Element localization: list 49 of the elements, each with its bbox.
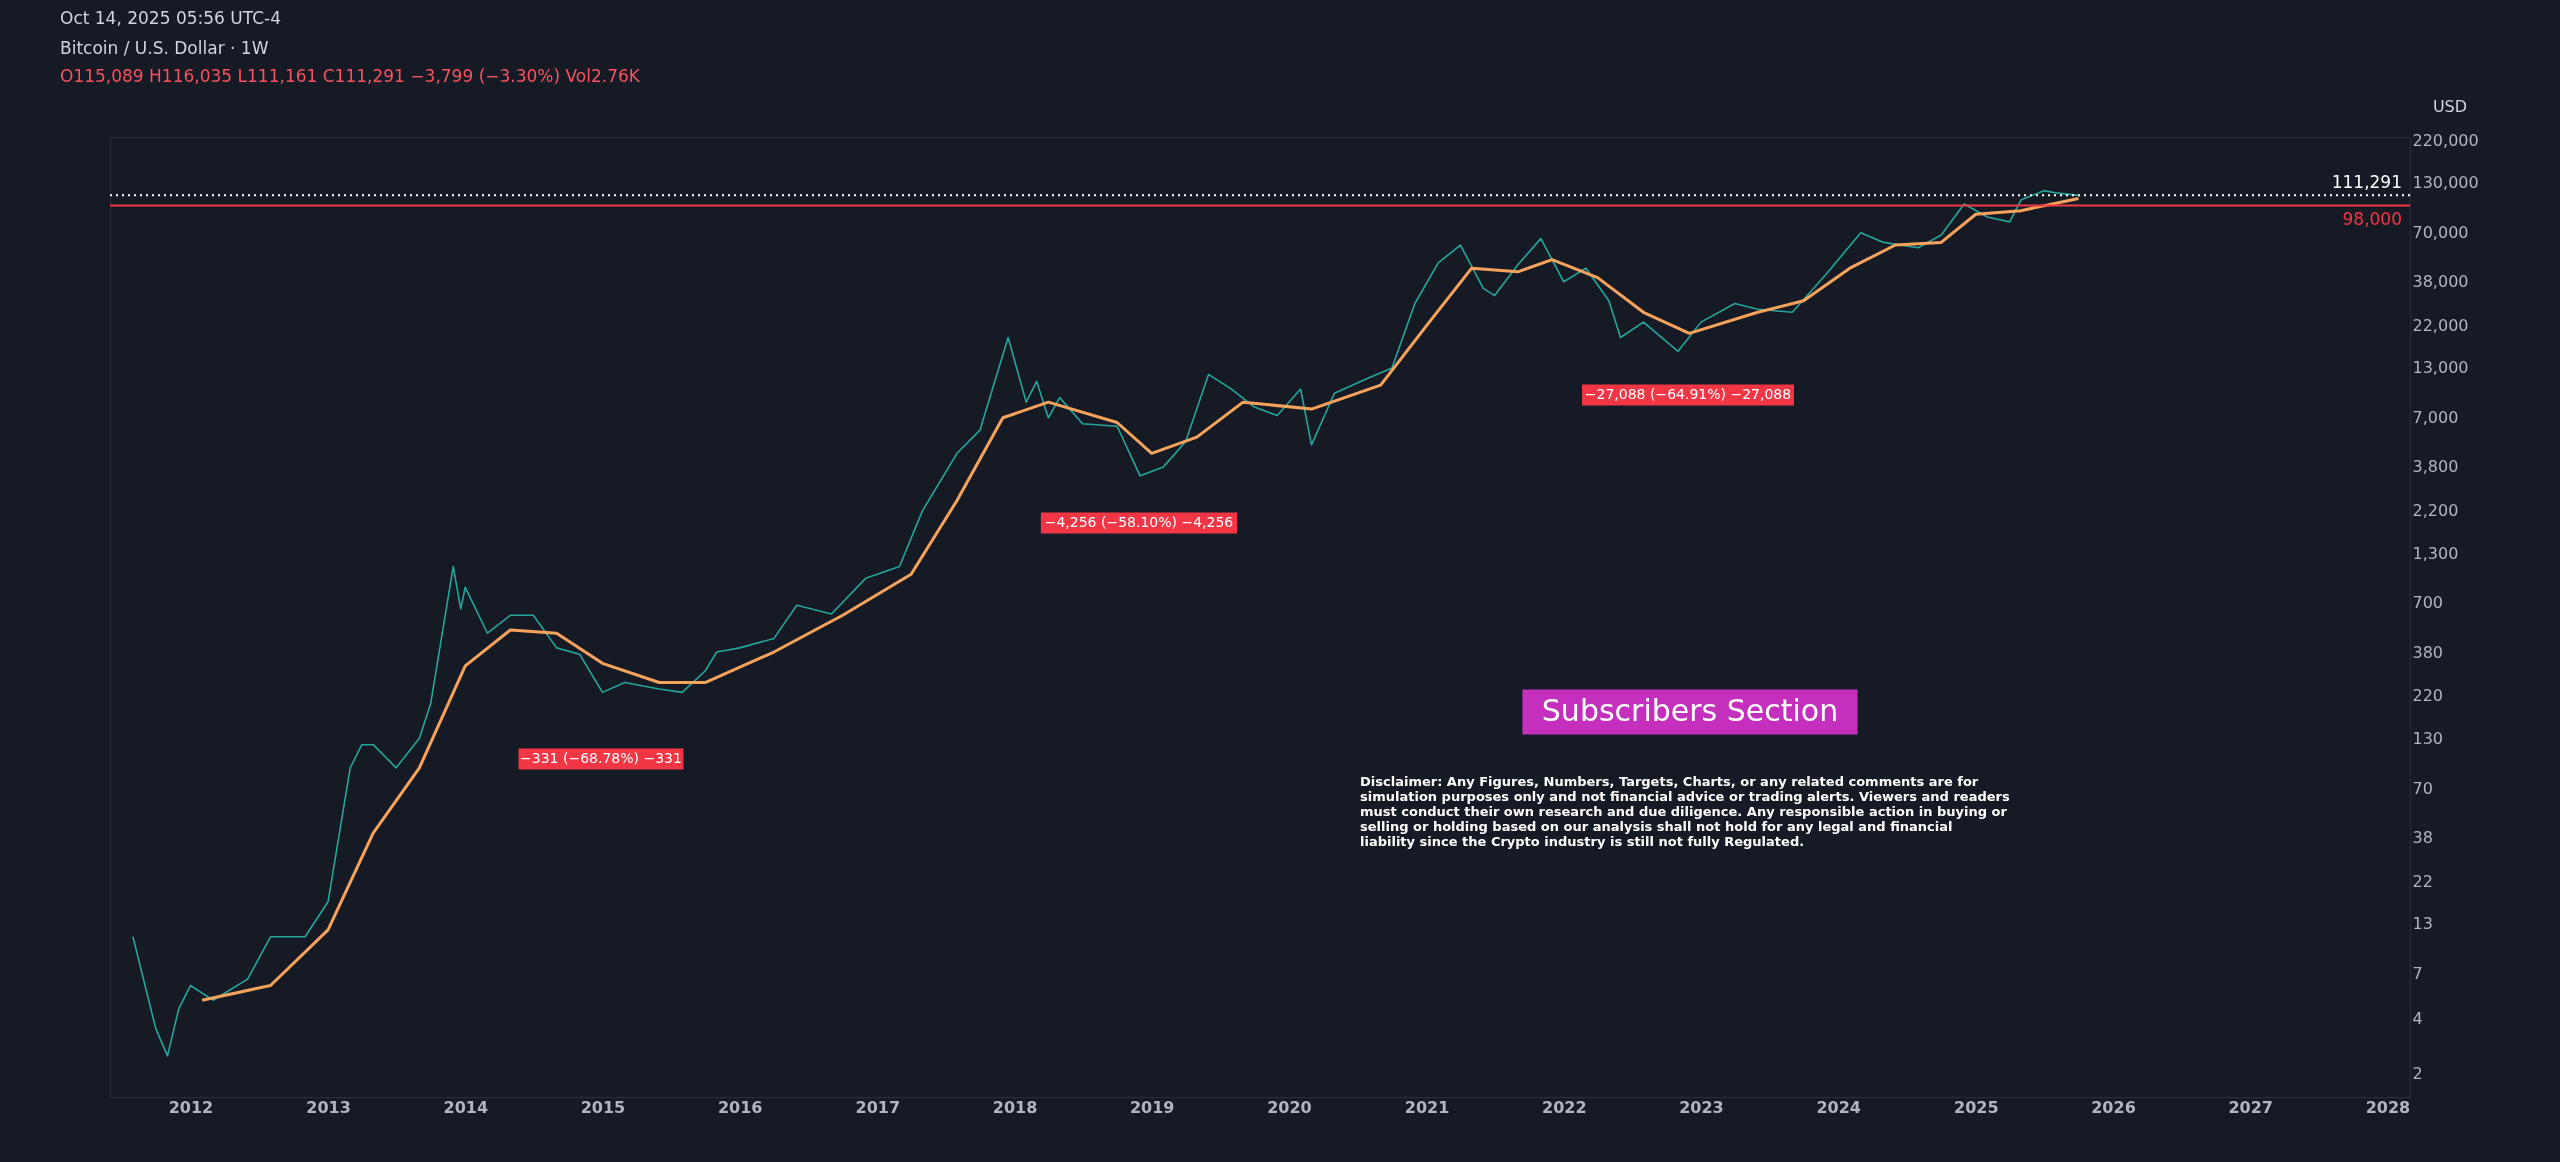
y-tick-label: 2 (2412, 1064, 2423, 1084)
y-tick-label: 3,800 (2412, 457, 2459, 477)
y-tick-label: 70 (2412, 778, 2433, 798)
y-tick-label: 7,000 (2412, 408, 2459, 428)
x-tick-label: 2019 (1129, 1097, 1175, 1117)
x-tick-label: 2013 (306, 1097, 351, 1117)
y-tick-label: 38 (2412, 827, 2433, 847)
text: Oct 14, 2025 05:56 UTC-4 (60, 8, 281, 28)
x-tick-label: 2015 (580, 1097, 626, 1117)
annotation: −4,256 (−58.10%) −4,256 (1044, 514, 1234, 530)
x-tick-label: 2028 (2365, 1097, 2411, 1117)
y-tick-label: 220 (2412, 686, 2444, 706)
annotation: Subscribers Section (1541, 693, 1839, 728)
ref-line-label: 98,000 (2342, 208, 2402, 229)
x-tick-label: 2026 (2091, 1097, 2136, 1117)
y-tick-label: 380 (2412, 642, 2444, 662)
y-tick-label: 700 (2412, 593, 2444, 613)
x-tick-label: 2022 (1541, 1097, 1587, 1117)
y-tick-label: 7 (2412, 963, 2423, 983)
y-tick-label: 130 (2412, 728, 2444, 748)
y-tick-label: 22 (2412, 871, 2433, 891)
chart-subtitle: O115,089 H116,035 L111,161 C111,291 −3,799 (−3.30%) Vol2.76K (60, 66, 641, 86)
y-tick-label: 1,300 (2412, 543, 2459, 563)
y-tick-label: 130,000 (2412, 173, 2479, 193)
x-tick-label: 2021 (1404, 1097, 1450, 1117)
y-tick-label: 38,000 (2412, 272, 2469, 292)
x-tick-label: 2012 (168, 1097, 214, 1117)
ref-line-label: 111,291 (2331, 172, 2402, 193)
y-tick-label: 70,000 (2412, 223, 2469, 243)
annotation: Disclaimer: Any Figures, Numbers, Targets, Charts, or any related comments are for simulation purposes only and not financial advice or trading alerts. Viewers and readers must conduct their own research and due diligence. Any responsible action in buying or selling or holding based on our analysis shall not hold for any legal and financial liability since the Crypto industry is still not fully Regulated. (1360, 773, 2010, 849)
y-tick-label: 22,000 (2412, 316, 2469, 336)
x-tick-label: 2018 (992, 1097, 1038, 1117)
y-tick-label: 220,000 (2412, 131, 2479, 151)
y-tick-label: 13 (2412, 913, 2433, 933)
x-tick-label: 2023 (1679, 1097, 1724, 1117)
x-tick-label: 2027 (2228, 1097, 2273, 1117)
y-tick-label: 4 (2412, 1008, 2423, 1028)
x-tick-label: 2025 (1954, 1097, 1999, 1117)
x-tick-label: 2016 (717, 1097, 763, 1117)
x-tick-label: 2020 (1267, 1097, 1312, 1117)
annotation: −331 (−68.78%) −331 (520, 750, 682, 766)
x-tick-label: 2014 (443, 1097, 489, 1117)
x-tick-label: 2024 (1816, 1097, 1861, 1117)
text: USD (2432, 97, 2468, 116)
y-tick-label: 13,000 (2412, 358, 2469, 378)
annotation: −27,088 (−64.91%) −27,088 (1584, 386, 1792, 402)
y-tick-label: 2,200 (2412, 501, 2459, 521)
x-tick-label: 2017 (855, 1097, 901, 1117)
chart-title: Bitcoin / U.S. Dollar · 1W (60, 38, 269, 58)
